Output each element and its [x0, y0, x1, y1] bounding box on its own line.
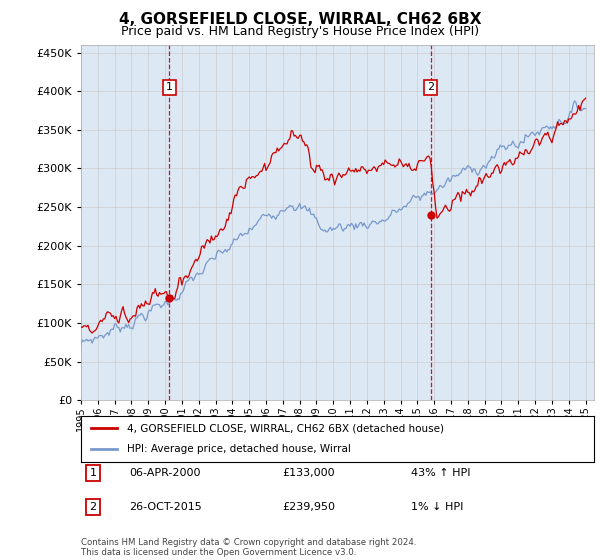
Text: 06-APR-2000: 06-APR-2000: [129, 468, 200, 478]
Text: Price paid vs. HM Land Registry's House Price Index (HPI): Price paid vs. HM Land Registry's House …: [121, 25, 479, 38]
Text: HPI: Average price, detached house, Wirral: HPI: Average price, detached house, Wirr…: [127, 445, 351, 455]
Text: 1: 1: [166, 82, 173, 92]
Text: £239,950: £239,950: [282, 502, 335, 512]
Text: 2: 2: [89, 502, 97, 512]
Text: 1% ↓ HPI: 1% ↓ HPI: [411, 502, 463, 512]
Text: 26-OCT-2015: 26-OCT-2015: [129, 502, 202, 512]
Text: 1: 1: [89, 468, 97, 478]
Text: 2: 2: [427, 82, 434, 92]
Text: 43% ↑ HPI: 43% ↑ HPI: [411, 468, 470, 478]
Text: £133,000: £133,000: [282, 468, 335, 478]
Text: 4, GORSEFIELD CLOSE, WIRRAL, CH62 6BX (detached house): 4, GORSEFIELD CLOSE, WIRRAL, CH62 6BX (d…: [127, 423, 444, 433]
Text: Contains HM Land Registry data © Crown copyright and database right 2024.
This d: Contains HM Land Registry data © Crown c…: [81, 538, 416, 557]
Text: 4, GORSEFIELD CLOSE, WIRRAL, CH62 6BX: 4, GORSEFIELD CLOSE, WIRRAL, CH62 6BX: [119, 12, 481, 27]
